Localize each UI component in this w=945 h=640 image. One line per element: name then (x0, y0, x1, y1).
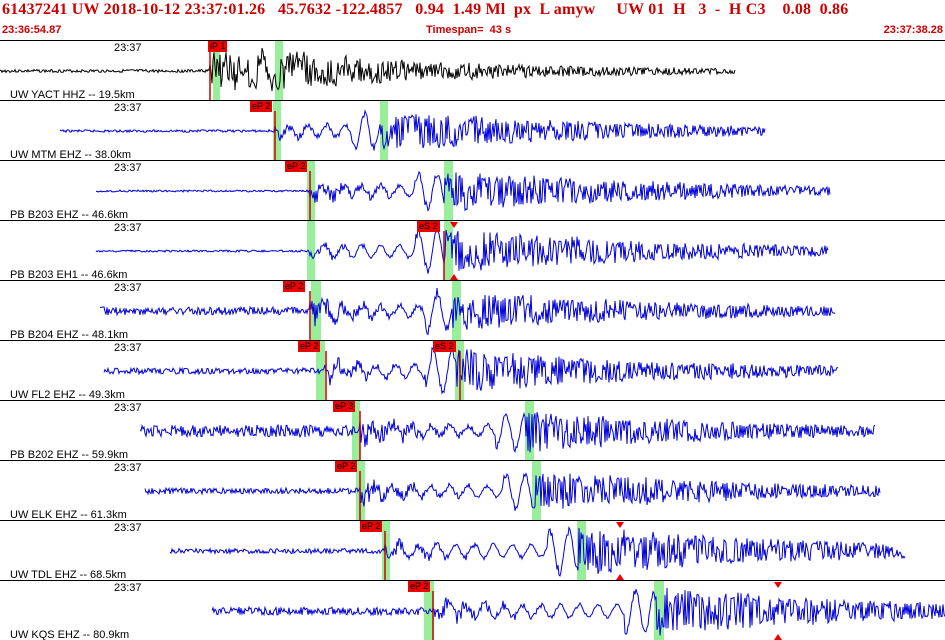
timespan-label: Timespan= 43 s (426, 24, 512, 36)
station-label: PB B202 EHZ -- 59.9km (10, 449, 128, 461)
phase-pick-label[interactable]: eP 3 (333, 401, 356, 412)
waveform-plot (139, 401, 876, 461)
seismogram-waveform (169, 525, 906, 577)
station-label: UW TDL EHZ -- 68.5km (10, 569, 127, 581)
event-title: 61437241 UW 2018-10-12 23:37:01.26 45.76… (2, 1, 849, 18)
phase-pick-label[interactable]: eS 2 (417, 221, 440, 232)
station-label: PB B203 EHZ -- 46.6km (10, 209, 128, 221)
seismogram-waveform (0, 47, 736, 92)
station-label: UW YACT HHZ -- 19.5km (10, 89, 135, 101)
trace-row[interactable]: 23:37 UW FL2 EHZ -- 49.3km eP 2 eS 2 (0, 340, 945, 401)
phase-pick-label[interactable]: iP 1 (208, 41, 228, 52)
phase-pick-label[interactable]: eP 2 (298, 341, 321, 352)
station-label: PB B203 EH1 -- 46.6km (10, 269, 128, 281)
station-label: PB B204 EHZ -- 48.1km (10, 329, 128, 341)
trace-row[interactable]: 23:37 UW ELK EHZ -- 61.3km eP 2 (0, 460, 945, 521)
pick-window-shade (444, 221, 453, 281)
station-label: UW KQS EHZ -- 80.9km (10, 629, 130, 640)
waveform-plot (103, 341, 839, 401)
trace-time-label: 23:37 (114, 162, 142, 174)
trace-row[interactable]: 23:37 UW TDL EHZ -- 68.5km eP 2 (0, 520, 945, 581)
trace-time-label: 23:37 (114, 42, 142, 54)
pick-window-shade (577, 521, 586, 581)
trace-time-label: 23:37 (114, 102, 142, 114)
trace-time-label: 23:37 (114, 282, 142, 294)
seismogram-waveform (95, 226, 829, 274)
pick-window-shade (273, 101, 281, 161)
phase-pick-label[interactable]: eP 2 (285, 161, 308, 172)
phase-pick-label[interactable]: eP 2 (360, 521, 383, 532)
trace-row[interactable]: 23:37 PB B203 EHZ -- 46.6km eP 2 (0, 160, 945, 221)
waveform-plot (169, 521, 906, 581)
pick-window-shade (275, 41, 283, 101)
trace-time-label: 23:37 (114, 582, 142, 594)
waveform-plot (95, 161, 831, 221)
seismogram-waveform (103, 345, 839, 395)
trace-panel[interactable]: 23:37 UW YACT HHZ -- 19.5km iP 1 23:37 UW MT… (0, 40, 945, 640)
waveform-plot (59, 101, 766, 161)
seismogram-waveform (211, 587, 945, 636)
seismogram-waveform (95, 170, 831, 212)
waveform-plot (144, 461, 881, 521)
seismogram-waveform (144, 472, 881, 511)
trace-time-label: 23:37 (114, 462, 142, 474)
trace-row[interactable]: 23:37 PB B202 EHZ -- 59.9km eP 3 (0, 400, 945, 461)
seismogram-waveform (139, 411, 876, 453)
trace-row[interactable]: 23:37 PB B204 EHZ -- 48.1km eP 2 (0, 280, 945, 341)
amplitude-marker-icon (774, 634, 782, 640)
seismogram-waveform (59, 109, 766, 151)
amplitude-marker-icon (616, 522, 624, 528)
amplitude-marker-icon (616, 574, 624, 580)
phase-pick-label[interactable]: eP 2 (335, 461, 358, 472)
trace-time-label: 23:37 (114, 522, 142, 534)
end-time: 23:37:38.28 (883, 24, 943, 36)
phase-pick-label[interactable]: eP 2 (283, 281, 306, 292)
amplitude-marker-icon (450, 274, 458, 280)
pick-window-shade (380, 101, 388, 161)
start-time: 23:36:54.87 (2, 24, 62, 36)
amplitude-marker-icon (450, 222, 458, 228)
trace-time-label: 23:37 (114, 222, 142, 234)
waveform-plot (0, 41, 736, 101)
trace-row[interactable]: 23:37 PB B203 EH1 -- 46.6km eS 2 (0, 220, 945, 281)
seismogram-waveform (99, 288, 836, 336)
trace-row[interactable]: 23:37 UW KQS EHZ -- 80.9km eP 2 (0, 580, 945, 640)
station-label: UW MTM EHZ -- 38.0km (10, 149, 131, 161)
trace-time-label: 23:37 (114, 342, 142, 354)
pick-window-shade (352, 401, 360, 461)
trace-time-label: 23:37 (114, 402, 142, 414)
waveform-plot (95, 221, 829, 281)
waveform-plot (211, 581, 945, 640)
header-bar: 61437241 UW 2018-10-12 23:37:01.26 45.76… (0, 0, 945, 40)
pick-window-shade (382, 521, 390, 581)
trace-row[interactable]: 23:37 UW YACT HHZ -- 19.5km iP 1 (0, 40, 945, 101)
phase-pick-label[interactable]: eP 2 (250, 101, 273, 112)
amplitude-marker-icon (774, 582, 782, 588)
waveform-plot (99, 281, 836, 341)
phase-pick-label[interactable]: eS 2 (433, 341, 456, 352)
phase-pick-label[interactable]: eP 2 (408, 581, 431, 592)
station-label: UW FL2 EHZ -- 49.3km (10, 389, 125, 401)
trace-row[interactable]: 23:37 UW MTM EHZ -- 38.0km eP 2 (0, 100, 945, 161)
station-label: UW ELK EHZ -- 61.3km (10, 509, 127, 521)
